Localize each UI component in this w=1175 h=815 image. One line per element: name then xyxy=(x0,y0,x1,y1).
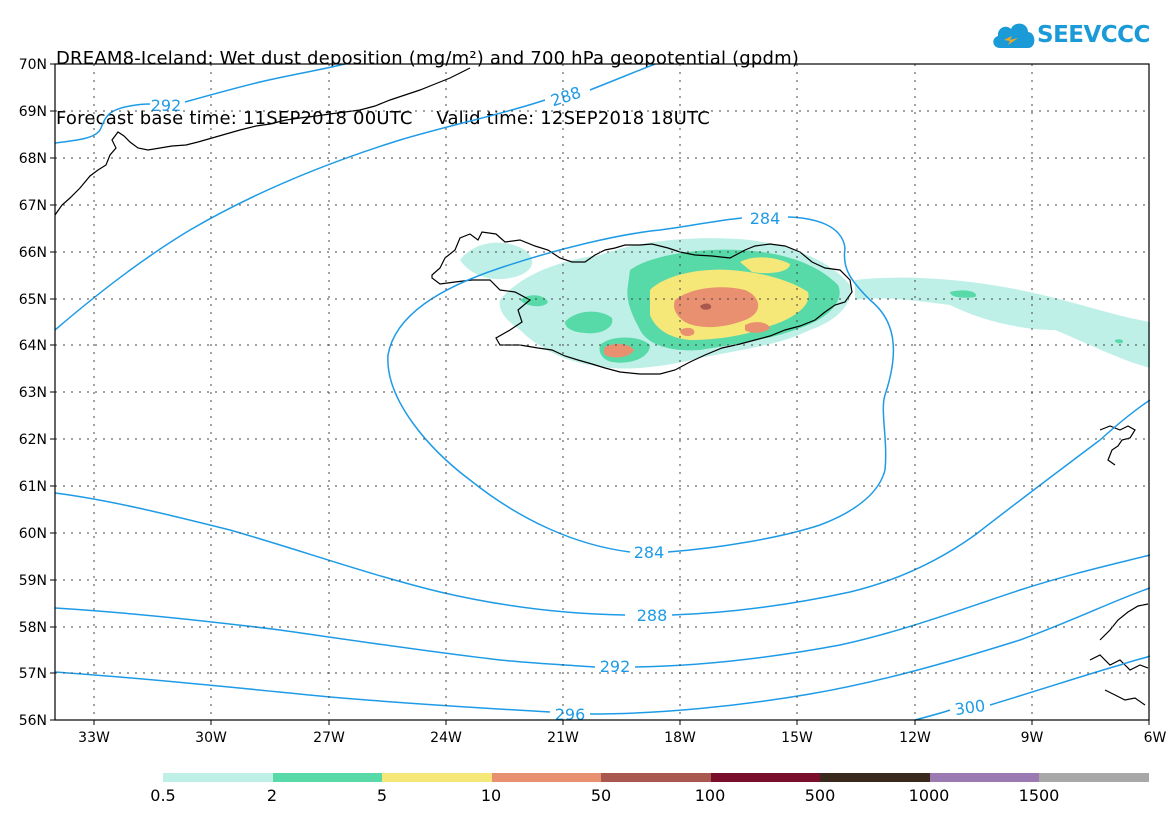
lat-label: 64N xyxy=(19,338,47,354)
logo-text: SEEVCCC xyxy=(1037,22,1150,48)
legend-label: 2 xyxy=(266,786,278,805)
contour-284-center xyxy=(387,216,895,553)
legend-label: 5 xyxy=(376,786,388,805)
legend-label: 100 xyxy=(694,786,726,805)
legend-swatch xyxy=(491,773,601,782)
graticule xyxy=(55,64,1149,720)
lat-label: 57N xyxy=(19,666,47,682)
lat-label: 61N xyxy=(19,479,47,495)
lat-label: 67N xyxy=(19,198,47,214)
coastlines xyxy=(54,67,1149,706)
lat-label: 69N xyxy=(19,104,47,120)
contour-label-292-north: 292 xyxy=(151,96,182,115)
legend-label: 1000 xyxy=(908,786,950,805)
lat-label: 63N xyxy=(19,385,47,401)
lat-label: 59N xyxy=(19,573,47,589)
lon-label: 33W xyxy=(78,730,110,746)
lon-label: 30W xyxy=(195,730,227,746)
greenland-coast xyxy=(54,67,471,216)
faroe-coast xyxy=(1099,425,1136,466)
lat-label: 62N xyxy=(19,432,47,448)
legend-swatch xyxy=(929,773,1039,782)
lat-label: 56N xyxy=(19,713,47,729)
lon-label: 24W xyxy=(430,730,462,746)
geopotential-contours xyxy=(54,63,1151,721)
lon-label: 15W xyxy=(781,730,813,746)
dust-field xyxy=(460,238,1150,369)
legend-label: 50 xyxy=(590,786,612,805)
lon-label: 9W xyxy=(1021,730,1044,746)
lat-label: 60N xyxy=(19,526,47,542)
legend-swatch xyxy=(272,773,382,782)
legend-swatch xyxy=(163,773,273,782)
contour-288-north xyxy=(54,63,656,331)
legend-label: 10 xyxy=(480,786,502,805)
lat-label: 68N xyxy=(19,151,47,167)
contour-label-284-north: 284 xyxy=(750,209,781,228)
legend-swatch xyxy=(1039,773,1149,782)
lat-label: 70N xyxy=(19,57,47,73)
legend-label: 500 xyxy=(804,786,836,805)
contour-296 xyxy=(54,587,1151,715)
cloud-icon xyxy=(993,23,1035,48)
axis-ticks xyxy=(50,63,1150,725)
legend-swatch xyxy=(820,773,930,782)
legend-swatch xyxy=(710,773,820,782)
lon-label: 12W xyxy=(899,730,931,746)
contour-288-south xyxy=(54,399,1151,616)
lat-label: 65N xyxy=(19,292,47,308)
iceland-coast xyxy=(431,231,853,375)
legend-label: 0.5 xyxy=(150,786,176,805)
contour-label-288-south: 288 xyxy=(637,606,668,625)
legend-swatch xyxy=(382,773,492,782)
lat-label: 58N xyxy=(19,620,47,636)
legend-swatch xyxy=(601,773,711,782)
contour-label-292-south: 292 xyxy=(600,657,631,676)
contour-label-300: 300 xyxy=(953,696,986,719)
contour-292-north xyxy=(54,63,346,144)
contour-292-south xyxy=(54,554,1151,668)
seevccc-logo: SEEVCCC xyxy=(990,18,1150,58)
contour-label-288-north: 288 xyxy=(548,83,583,111)
lon-label: 18W xyxy=(664,730,696,746)
scotland-coast xyxy=(1089,603,1149,706)
lat-label: 66N xyxy=(19,245,47,261)
color-legend xyxy=(163,773,1149,782)
contour-label-284-south: 284 xyxy=(634,543,665,562)
contour-label-296: 296 xyxy=(555,705,586,724)
contour-300 xyxy=(914,655,1151,721)
lon-label: 6W xyxy=(1144,730,1167,746)
legend-label: 1500 xyxy=(1018,786,1060,805)
lon-label: 21W xyxy=(547,730,579,746)
lon-label: 27W xyxy=(313,730,345,746)
